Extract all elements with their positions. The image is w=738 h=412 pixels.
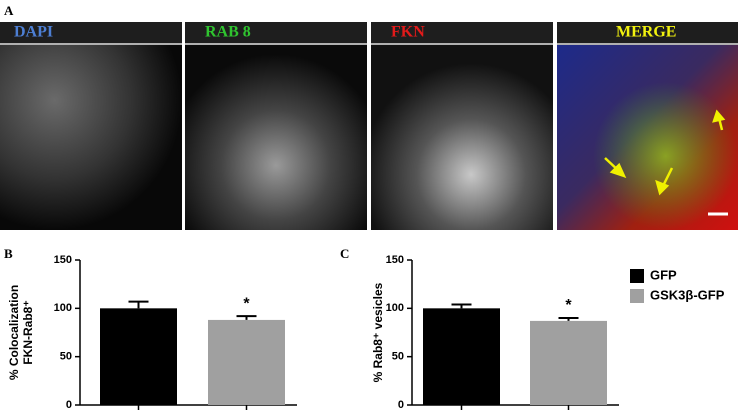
significance-mark: * <box>243 295 250 312</box>
image-label: DAPI <box>14 24 53 41</box>
image-header <box>371 22 553 43</box>
y-tick-label: 100 <box>54 302 72 314</box>
image-header <box>0 22 182 43</box>
significance-mark: * <box>565 297 572 314</box>
micrograph-overlay <box>557 45 738 230</box>
y-tick-label: 150 <box>386 254 404 266</box>
header-rule <box>185 43 367 45</box>
header-rule <box>557 43 738 45</box>
image-header <box>185 22 367 43</box>
header-rule <box>0 43 182 45</box>
micrograph <box>371 45 553 230</box>
y-tick-label: 150 <box>54 254 72 266</box>
y-tick-label: 50 <box>60 351 72 363</box>
image-label: RAB 8 <box>205 24 251 41</box>
bar <box>208 319 285 405</box>
y-axis-label: % Colocalization <box>7 285 21 380</box>
legend-swatch <box>630 289 644 303</box>
micrograph <box>0 45 182 230</box>
bar <box>530 320 607 405</box>
image-row <box>0 45 738 230</box>
y-axis-label: FKN-Rab8⁺ <box>21 300 35 364</box>
legend-label: GSK3β-GFP <box>650 287 725 302</box>
panel-letter: C <box>340 246 349 261</box>
bar <box>423 308 500 405</box>
arrows <box>604 109 726 196</box>
legend-swatch <box>630 269 644 283</box>
image-label: MERGE <box>616 24 676 41</box>
y-axis-label: % Rab8⁺ vesicles <box>371 282 385 382</box>
micrograph <box>185 45 367 230</box>
header-rule <box>371 43 553 45</box>
y-tick-label: 0 <box>66 399 72 411</box>
legend-label: GFP <box>650 267 677 282</box>
y-tick-label: 50 <box>392 351 404 363</box>
y-tick-label: 100 <box>386 302 404 314</box>
image-label: FKN <box>391 24 425 41</box>
panel-letter: A <box>4 3 14 18</box>
panel-letter: B <box>4 246 13 261</box>
y-tick-label: 0 <box>398 399 404 411</box>
image-header <box>557 22 738 43</box>
bar <box>100 308 177 405</box>
